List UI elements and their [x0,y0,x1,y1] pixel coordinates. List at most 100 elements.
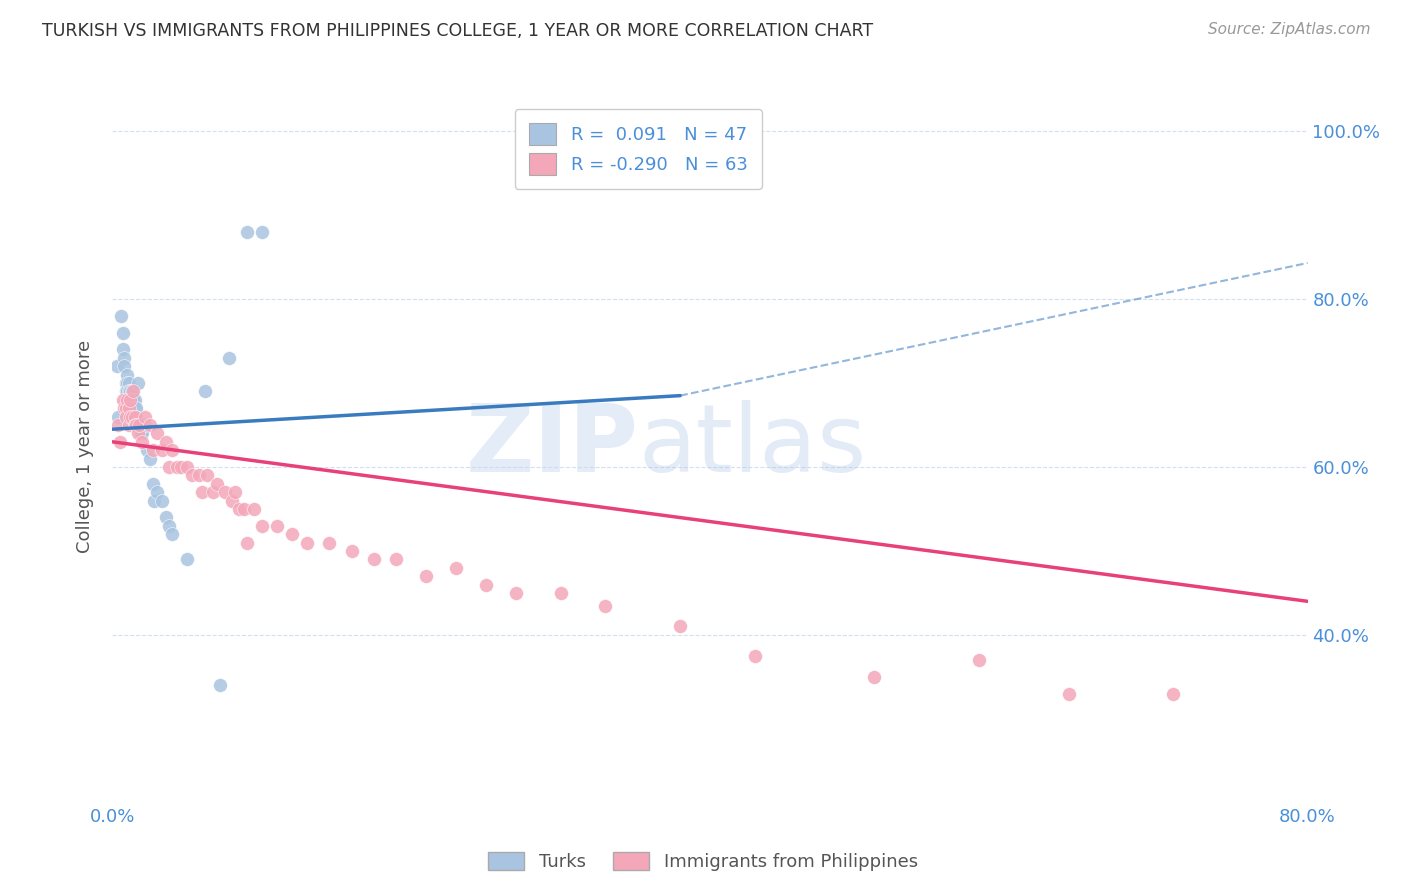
Point [134,417,156,432]
Point [188,468,211,483]
Point [107,409,129,424]
Point [415,569,437,583]
Point [127,376,149,390]
Point [863,670,886,684]
Point [108,434,131,449]
Point [120,392,142,407]
Point [218,351,240,365]
Point [233,502,256,516]
Point [124,417,146,432]
Point [250,518,273,533]
Point [224,485,246,500]
Text: TURKISH VS IMMIGRANTS FROM PHILIPPINES COLLEGE, 1 YEAR OR MORE CORRELATION CHART: TURKISH VS IMMIGRANTS FROM PHILIPPINES C… [42,22,873,40]
Point [124,401,146,416]
Point [107,417,129,432]
Point [385,552,408,566]
Legend: R =  0.091   N = 47, R = -0.290   N = 63: R = 0.091 N = 47, R = -0.290 N = 63 [515,109,762,189]
Point [114,359,135,374]
Point [139,417,162,432]
Point [120,392,142,407]
Point [125,401,148,416]
Point [1161,687,1184,701]
Point [150,443,173,458]
Point [117,384,139,399]
Point [115,409,138,424]
Point [122,392,145,407]
Point [121,409,143,424]
Point [176,460,198,475]
Point [118,392,141,407]
Point [115,401,138,416]
Point [135,443,157,458]
Point [122,384,145,399]
Point [115,376,138,390]
Point [155,434,177,449]
Point [115,384,138,399]
Point [129,426,152,441]
Point [205,476,228,491]
Point [114,401,135,416]
Point [124,392,146,407]
Point [127,426,149,441]
Point [128,417,150,432]
Point [180,468,202,483]
Point [221,493,243,508]
Point [121,392,143,407]
Point [266,518,288,533]
Point [157,518,180,533]
Point [124,409,146,424]
Point [669,166,692,180]
Point [143,493,166,508]
Point [131,426,153,441]
Point [195,468,218,483]
Point [363,552,385,566]
Point [125,409,148,424]
Point [134,409,156,424]
Point [236,225,259,239]
Point [162,443,183,458]
Point [595,599,617,613]
Point [214,485,236,500]
Point [228,502,250,516]
Point [170,460,193,475]
Point [744,648,766,663]
Y-axis label: College, 1 year or more: College, 1 year or more [76,340,94,552]
Point [1057,687,1080,701]
Point [111,392,134,407]
Point [669,619,692,633]
Point [236,535,259,549]
Point [155,510,177,524]
Point [125,417,148,432]
Point [118,401,141,416]
Point [505,586,527,600]
Point [191,485,214,500]
Point [146,485,169,500]
Point [142,443,165,458]
Point [111,326,134,340]
Point [121,384,143,399]
Point [967,653,990,667]
Point [115,392,138,407]
Point [194,384,217,399]
Point [118,384,141,399]
Point [117,376,139,390]
Point [250,225,273,239]
Text: ZIP: ZIP [465,400,638,492]
Point [162,527,183,541]
Point [120,409,142,424]
Point [110,309,132,323]
Point [475,577,498,591]
Point [114,351,135,365]
Point [118,417,141,432]
Point [444,560,467,574]
Point [243,502,266,516]
Point [201,485,224,500]
Point [209,678,232,692]
Point [139,451,162,466]
Point [318,535,340,549]
Point [105,359,128,374]
Legend: Turks, Immigrants from Philippines: Turks, Immigrants from Philippines [481,845,925,879]
Point [157,460,180,475]
Point [117,392,139,407]
Point [118,376,141,390]
